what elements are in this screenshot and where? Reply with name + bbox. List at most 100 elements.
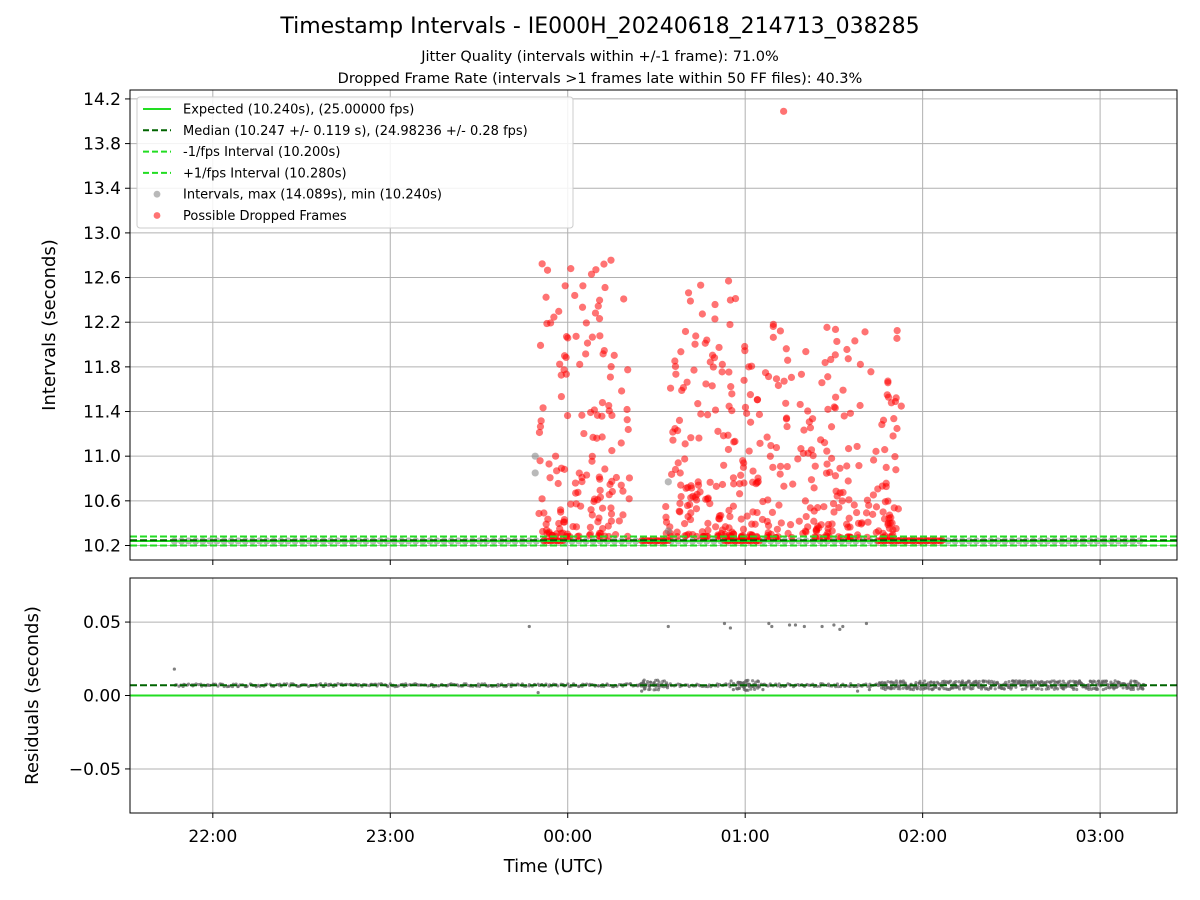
dropped-frame-point bbox=[571, 479, 580, 487]
dropped-frame-point bbox=[861, 328, 869, 336]
dropped-frame-point bbox=[624, 532, 632, 541]
dropped-frame-point bbox=[610, 351, 618, 359]
dropped-frame-point bbox=[878, 420, 886, 429]
dropped-frame-point bbox=[731, 294, 740, 303]
residual-point bbox=[987, 681, 992, 686]
dropped-frame-point bbox=[799, 449, 807, 457]
residual-point bbox=[336, 682, 340, 686]
dropped-frame-point bbox=[690, 366, 698, 374]
dropped-frame-point bbox=[773, 525, 781, 533]
dropped-frame-point bbox=[688, 484, 696, 492]
dropped-frame-point bbox=[681, 440, 689, 448]
dropped-frame-point bbox=[758, 515, 767, 524]
dropped-frame-point bbox=[554, 479, 562, 488]
dropped-frame-point bbox=[892, 466, 900, 474]
residual-point bbox=[648, 680, 652, 684]
dropped-frame-point bbox=[869, 491, 877, 499]
dropped-frame-point bbox=[718, 480, 727, 489]
dropped-frame-point bbox=[540, 509, 548, 517]
dropped-frame-point bbox=[538, 260, 546, 268]
dropped-frame-point bbox=[625, 474, 634, 482]
residual-point bbox=[756, 680, 761, 684]
dropped-frame-point bbox=[802, 348, 810, 356]
dropped-frame-point bbox=[845, 514, 853, 522]
dropped-frame-point bbox=[887, 514, 895, 522]
y-tick-label: 12.2 bbox=[83, 313, 121, 333]
dropped-frame-point bbox=[853, 508, 861, 517]
dropped-frame-point bbox=[850, 501, 858, 509]
dropped-frame-point bbox=[806, 424, 815, 432]
dropped-frame-point bbox=[724, 445, 733, 454]
residual-point bbox=[1140, 685, 1144, 689]
residual-point bbox=[756, 686, 760, 690]
residual-point bbox=[934, 685, 938, 690]
dropped-frame-point bbox=[676, 508, 684, 516]
residual-point bbox=[664, 681, 669, 685]
residual-point bbox=[1068, 679, 1072, 683]
dropped-frame-point bbox=[727, 383, 735, 391]
dropped-frame-point bbox=[890, 415, 898, 423]
x-tick-label: 23:00 bbox=[366, 827, 415, 847]
dropped-frame-point bbox=[556, 360, 564, 368]
dropped-frame-point bbox=[831, 325, 840, 334]
x-tick-label: 02:00 bbox=[898, 827, 947, 847]
residual-point bbox=[396, 684, 401, 688]
residual-point bbox=[1077, 679, 1082, 683]
dropped-frame-point bbox=[874, 527, 883, 535]
dropped-frame-point bbox=[596, 332, 604, 340]
dropped-frame-point bbox=[809, 452, 817, 460]
residual-point bbox=[927, 687, 931, 691]
intervals-data bbox=[130, 107, 1177, 547]
dropped-frame-point bbox=[588, 452, 596, 460]
dropped-frame-point bbox=[556, 506, 565, 514]
residual-point bbox=[735, 687, 740, 691]
dropped-frame-point bbox=[607, 363, 615, 371]
residual-point bbox=[1033, 679, 1037, 683]
residual-point bbox=[357, 683, 361, 687]
dropped-frame-point bbox=[802, 512, 810, 521]
dropped-frame-point bbox=[884, 519, 892, 527]
dropped-frame-point bbox=[595, 296, 604, 304]
dropped-frame-point bbox=[542, 293, 550, 301]
chart-subtitle-jitter: Jitter Quality (intervals within +/-1 fr… bbox=[421, 49, 779, 65]
dropped-frame-point bbox=[706, 500, 714, 508]
dropped-frame-point bbox=[675, 416, 684, 425]
dropped-frame-point bbox=[800, 426, 808, 434]
dropped-frame-point bbox=[731, 437, 739, 446]
dropped-frame-point bbox=[594, 302, 602, 310]
dropped-frame-point bbox=[782, 415, 790, 423]
dropped-frame-point bbox=[612, 473, 620, 482]
dropped-frame-point bbox=[831, 472, 840, 480]
dropped-frame-point bbox=[598, 399, 607, 407]
dropped-frame-point bbox=[807, 476, 816, 484]
residual-point bbox=[1117, 681, 1121, 685]
dropped-frame-point bbox=[617, 481, 625, 489]
dropped-frame-point bbox=[827, 454, 836, 462]
residual-point bbox=[566, 682, 570, 686]
residual-point bbox=[936, 681, 940, 685]
dropped-frame-point bbox=[715, 343, 723, 352]
dropped-frame-point bbox=[671, 362, 680, 371]
dropped-frame-point bbox=[730, 480, 738, 488]
dropped-frame-point bbox=[543, 266, 552, 274]
residual-point bbox=[641, 681, 646, 685]
dropped-frame-point bbox=[694, 400, 702, 408]
dropped-frame-point bbox=[598, 504, 607, 512]
dropped-frame-point bbox=[572, 500, 580, 508]
dropped-frame-point bbox=[787, 373, 796, 382]
dropped-frame-point bbox=[582, 319, 590, 327]
residual-point bbox=[1002, 687, 1006, 691]
dropped-frame-point bbox=[695, 434, 703, 442]
residual-point bbox=[929, 680, 933, 684]
dropped-frame-point bbox=[691, 340, 699, 348]
residual-point bbox=[517, 683, 521, 687]
dropped-frame-point bbox=[702, 380, 710, 388]
interval-point bbox=[531, 469, 539, 477]
residual-point bbox=[666, 624, 670, 629]
dropped-frame-point bbox=[536, 422, 545, 431]
dropped-frame-point bbox=[545, 460, 553, 468]
residual-point bbox=[1036, 687, 1040, 691]
dropped-frame-point bbox=[672, 370, 680, 378]
residual-point bbox=[864, 621, 869, 626]
y-tick-label: 13.8 bbox=[83, 135, 121, 155]
